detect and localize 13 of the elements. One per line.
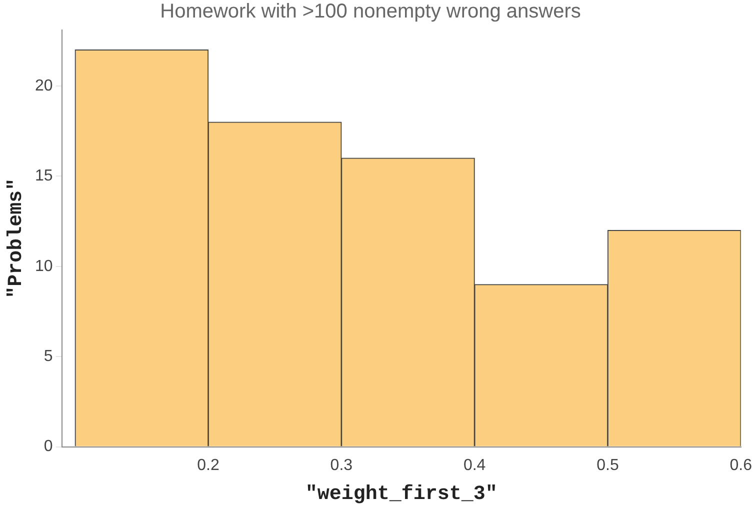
y-tick-label: 15 [35, 168, 53, 185]
x-axis-title: "weight_first_3" [305, 483, 498, 506]
y-tick-label: 5 [44, 348, 53, 365]
chart-title: Homework with >100 nonempty wrong answers [160, 0, 581, 23]
y-tick-label: 20 [35, 77, 53, 94]
y-tick-label: 10 [35, 258, 53, 275]
x-tick-label: 0.2 [197, 456, 220, 474]
x-tick-label: 0.5 [596, 456, 619, 474]
y-tick-label: 0 [44, 438, 53, 456]
x-tick-label: 0.4 [463, 456, 486, 474]
x-tick-label: 0.6 [730, 456, 752, 474]
x-tick-label: 0.3 [330, 456, 353, 474]
y-axis-title: "Problems" [5, 178, 28, 298]
